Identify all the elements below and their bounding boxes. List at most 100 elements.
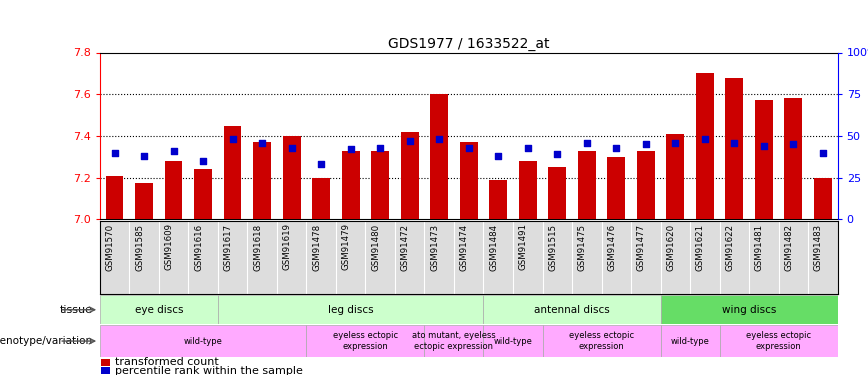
Text: ato mutant, eyeless
ectopic expression: ato mutant, eyeless ectopic expression (412, 332, 496, 351)
Bar (578, 150, 595, 219)
Text: GSM91474: GSM91474 (460, 224, 469, 271)
Bar (720, 325, 838, 357)
Point (639, 141, 653, 147)
Bar (696, 74, 713, 219)
Bar (814, 178, 832, 219)
Bar (283, 136, 300, 219)
Text: GSM91472: GSM91472 (401, 224, 410, 271)
Text: GSM91482: GSM91482 (785, 224, 793, 271)
Bar (424, 325, 483, 357)
Point (521, 145, 535, 151)
Bar (342, 150, 359, 219)
Point (255, 140, 269, 146)
Bar (218, 295, 483, 324)
Text: GSM91617: GSM91617 (224, 224, 233, 271)
Point (137, 153, 151, 159)
Point (727, 140, 741, 146)
Text: wing discs: wing discs (722, 305, 776, 315)
Text: genotype/variation: genotype/variation (0, 336, 93, 346)
Bar (755, 100, 773, 219)
Bar (661, 325, 720, 357)
Point (196, 158, 210, 164)
Text: GSM91477: GSM91477 (637, 224, 646, 271)
Text: GSM91483: GSM91483 (814, 224, 823, 271)
Bar (100, 295, 218, 324)
Bar (106, 176, 123, 219)
Text: tissue: tissue (59, 305, 93, 315)
Bar (483, 325, 542, 357)
Text: GSM91585: GSM91585 (135, 224, 144, 271)
Bar (312, 178, 330, 219)
Text: GSM91484: GSM91484 (490, 224, 498, 271)
Text: wild-type: wild-type (184, 337, 222, 346)
Point (580, 140, 594, 146)
Bar (306, 325, 424, 357)
Bar (102, 367, 109, 374)
Title: GDS1977 / 1633522_at: GDS1977 / 1633522_at (388, 38, 549, 51)
Bar (608, 157, 625, 219)
Bar (785, 98, 802, 219)
Bar (490, 180, 507, 219)
Text: GSM91618: GSM91618 (253, 224, 262, 271)
Bar (401, 132, 418, 219)
Text: eye discs: eye discs (135, 305, 183, 315)
Bar (542, 325, 661, 357)
Text: eyeless ectopic
expression: eyeless ectopic expression (332, 332, 398, 351)
Text: eyeless ectopic
expression: eyeless ectopic expression (569, 332, 635, 351)
Bar (726, 78, 743, 219)
Text: GSM91620: GSM91620 (667, 224, 675, 271)
Bar (135, 183, 153, 219)
Point (816, 150, 830, 156)
Bar (102, 359, 109, 366)
Point (432, 136, 446, 142)
Text: GSM91570: GSM91570 (106, 224, 115, 271)
Point (108, 150, 122, 156)
Bar (431, 94, 448, 219)
Point (698, 136, 712, 142)
Bar (224, 126, 241, 219)
Bar (637, 150, 654, 219)
Text: eyeless ectopic
expression: eyeless ectopic expression (746, 332, 812, 351)
Text: GSM91619: GSM91619 (283, 224, 292, 270)
Text: wild-type: wild-type (671, 337, 709, 346)
Point (491, 153, 505, 159)
Text: GSM91480: GSM91480 (372, 224, 380, 271)
Bar (519, 161, 536, 219)
Point (550, 151, 564, 157)
Text: antennal discs: antennal discs (534, 305, 610, 315)
Point (462, 145, 476, 151)
Point (314, 161, 328, 167)
Text: GSM91473: GSM91473 (431, 224, 439, 271)
Point (609, 145, 623, 151)
Point (373, 145, 387, 151)
Text: GSM91476: GSM91476 (608, 224, 616, 271)
Text: GSM91478: GSM91478 (312, 224, 321, 271)
Text: GSM91491: GSM91491 (519, 224, 528, 270)
Bar (460, 142, 477, 219)
Point (167, 148, 181, 154)
Point (757, 143, 771, 149)
Text: transformed count: transformed count (115, 357, 219, 367)
Bar (483, 295, 661, 324)
Bar (253, 142, 271, 219)
Text: percentile rank within the sample: percentile rank within the sample (115, 366, 303, 375)
Text: GSM91475: GSM91475 (578, 224, 587, 271)
Bar (194, 169, 212, 219)
Point (344, 146, 358, 152)
Point (786, 141, 800, 147)
Bar (165, 161, 182, 219)
Point (668, 140, 682, 146)
Text: GSM91481: GSM91481 (755, 224, 764, 271)
Bar (661, 295, 838, 324)
Text: GSM91621: GSM91621 (696, 224, 705, 271)
Point (226, 136, 240, 142)
Bar (549, 167, 566, 219)
Text: GSM91616: GSM91616 (194, 224, 203, 271)
Text: leg discs: leg discs (328, 305, 373, 315)
Bar (100, 325, 306, 357)
Text: wild-type: wild-type (494, 337, 532, 346)
Text: GSM91622: GSM91622 (726, 224, 734, 271)
Text: GSM91515: GSM91515 (549, 224, 557, 271)
Bar (372, 150, 389, 219)
Text: GSM91479: GSM91479 (342, 224, 351, 270)
